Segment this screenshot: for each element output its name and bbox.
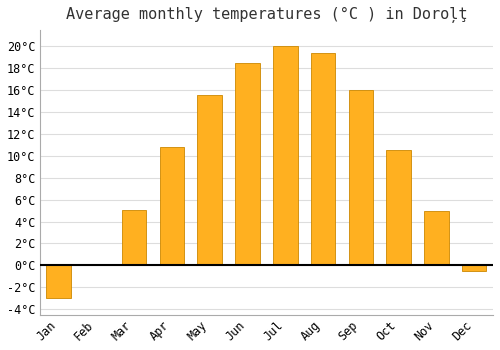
Title: Average monthly temperatures (°C ) in Doroļţ: Average monthly temperatures (°C ) in Do… xyxy=(66,7,467,23)
Bar xyxy=(424,211,448,265)
Bar xyxy=(348,90,373,265)
Bar xyxy=(235,63,260,265)
Bar xyxy=(462,265,486,271)
Bar xyxy=(160,147,184,265)
Bar xyxy=(273,47,297,265)
Bar xyxy=(46,265,71,298)
Bar xyxy=(386,150,411,265)
Bar xyxy=(122,210,146,265)
Bar xyxy=(198,94,222,265)
Bar xyxy=(310,53,336,265)
